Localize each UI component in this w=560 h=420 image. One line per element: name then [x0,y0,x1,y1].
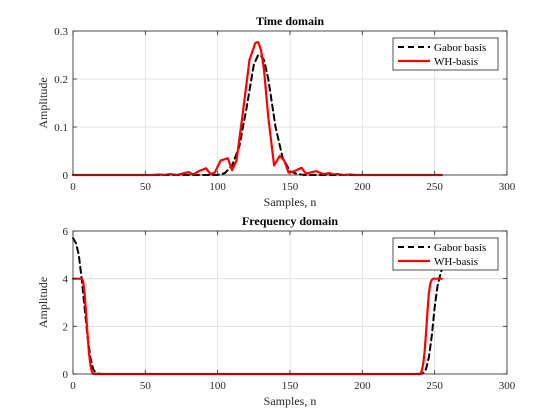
x-tick-label: 0 [70,380,76,392]
x-axis-label: Samples, n [264,195,317,209]
y-tick-label: 2 [63,321,69,333]
x-tick-label: 0 [70,181,76,193]
x-tick-label: 150 [282,380,299,392]
x-tick-label: 300 [499,181,516,193]
y-axis-label: Amplitude [36,77,50,128]
series-line-2 [71,40,443,177]
chart-1: 0 50 100 150 200 250 300 0 0.1 0.2 0.3 Time domain S… [36,14,516,209]
y-tick-label: 0.2 [54,74,68,86]
legend-box [392,37,499,71]
x-tick-label: 200 [354,181,371,193]
y-tick-label: 6 [63,226,69,238]
x-axis-label: Samples, n [264,394,317,408]
legend-label-2: WH-basis [434,56,478,68]
x-tick-label: 50 [140,380,152,392]
y-tick-label: 0 [63,170,69,182]
chart-title: Frequency domain [242,214,338,228]
legend: Gabor basis WH-basis [392,237,499,271]
x-tick-label: 250 [426,380,443,392]
x-tick-label: 100 [209,380,226,392]
chart-2: 0 50 100 150 200 250 300 0 2 4 6 Frequency domain Sa… [36,214,516,408]
y-tick-label: 0 [63,369,69,381]
y-tick-label: 4 [63,274,69,286]
series-line-2 [71,277,443,376]
legend-label-2: WH-basis [434,256,478,268]
y-axis-label: Amplitude [36,277,50,328]
y-tick-label: 0.1 [54,122,68,134]
legend-label-1: Gabor basis [434,42,486,54]
x-tick-label: 100 [209,181,226,193]
y-tick-label: 0.3 [54,26,68,38]
chart-title: Time domain [256,14,324,28]
x-tick-label: 250 [426,181,443,193]
x-tick-label: 200 [354,380,371,392]
legend-box [392,237,499,271]
x-tick-label: 50 [140,181,152,193]
legend-label-1: Gabor basis [434,242,486,254]
x-tick-label: 300 [499,380,516,392]
legend: Gabor basis WH-basis [392,37,499,71]
x-tick-label: 150 [282,181,299,193]
